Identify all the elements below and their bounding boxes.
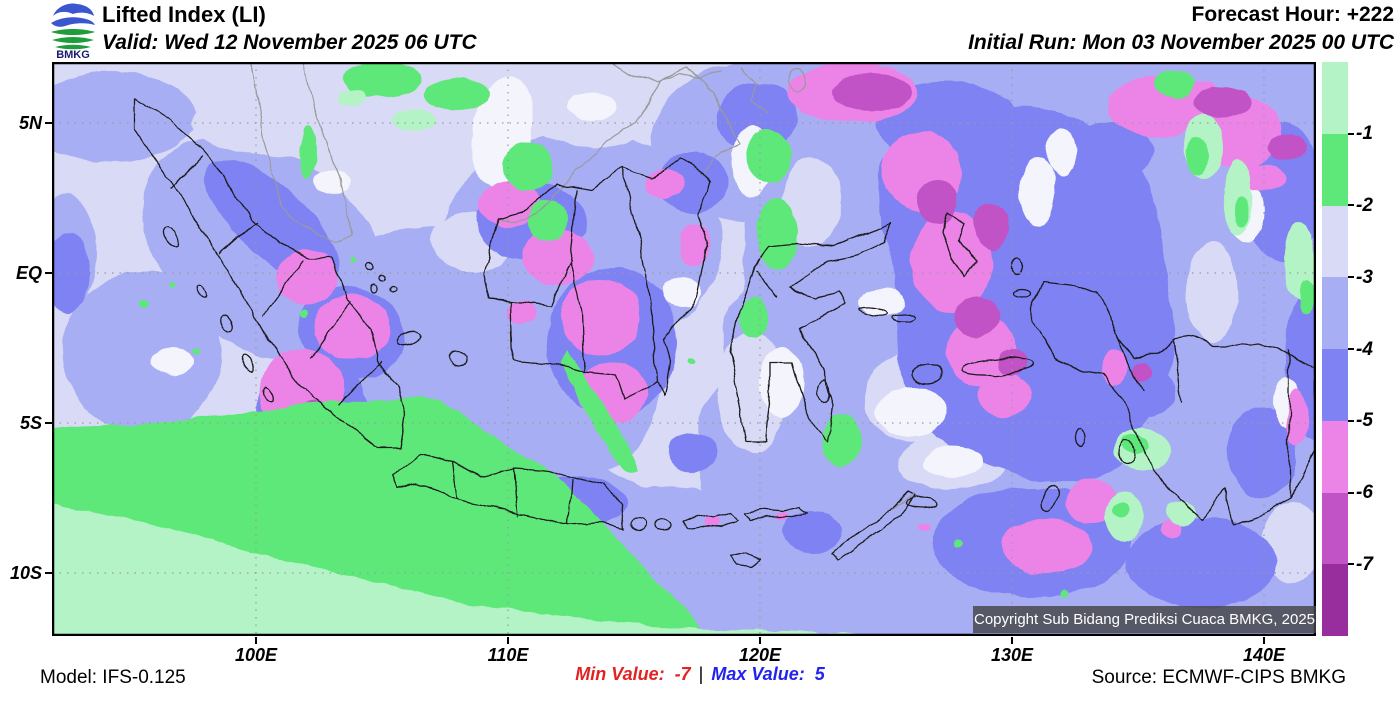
li-field-green [52,62,1315,636]
colorbar-label: -4 [1356,339,1373,360]
colorbar-tick [1348,133,1354,135]
forecast-hour: Forecast Hour: +222 [1191,3,1395,26]
colorbar-tick [1348,563,1354,565]
colorbar-segment [1322,349,1348,421]
lon-label-130e: 130E [990,645,1034,665]
minmax-line: Min Value: -7 | Max Value: 5 [0,664,1400,685]
colorbar-label: -3 [1356,267,1373,288]
lat-tick [45,572,52,574]
run-info-block: Forecast Hour: +222 Initial Run: Mon 03 … [968,0,1394,57]
colorbar-segment [1322,420,1348,493]
lat-tick [45,122,52,124]
colorbar-tick [1348,276,1354,278]
colorbar-segment [1322,133,1348,206]
min-value-label: Min Value: [575,664,665,684]
bmkg-logo-graphic: BMKG [51,3,95,61]
colorbar-label: -1 [1356,123,1373,144]
colorbar-segment [1322,205,1348,278]
lon-tick [1263,637,1265,644]
title-block: Lifted Index (LI) Valid: Wed 12 November… [102,0,477,57]
lat-label-10s: 10S [9,563,42,583]
initial-run: Initial Run: Mon 03 November 2025 00 UTC [968,31,1394,54]
colorbar-label: -7 [1356,554,1373,575]
source-info: Source: ECMWF-CIPS BMKG [1091,667,1346,688]
bmkg-logo-text: BMKG [56,49,90,59]
model-info: Model: IFS-0.125 [40,667,186,688]
li-field-positive [150,77,1301,478]
colorbar-segment [1322,277,1348,349]
colorbar-tick [1348,420,1354,422]
bmkg-logo: BMKG [46,1,100,61]
colorbar-tick [1348,204,1354,206]
lon-label-120e: 120E [738,645,782,665]
colorbar-segment [1322,564,1348,636]
max-value-label: Max Value: [711,664,805,684]
max-value: 5 [814,664,825,684]
colorbar-label: -6 [1356,482,1373,503]
min-value: -7 [674,664,691,684]
lon-tick [759,637,761,644]
map-frame [52,62,1316,636]
lon-tick [507,637,509,644]
lon-label-140e: 140E [1242,645,1286,665]
lon-tick [255,637,257,644]
valid-time: Valid: Wed 12 November 2025 06 UTC [102,31,477,54]
colorbar-label: -2 [1356,195,1373,216]
lat-label-5n: 5N [18,113,42,133]
page-title: Lifted Index (LI) [102,2,266,27]
lon-label-110e: 110E [487,645,529,665]
lat-tick [45,422,52,424]
li-forecast-map [52,62,1316,636]
minmax-separator: | [698,664,704,684]
colorbar-tick [1348,492,1354,494]
coastlines [134,62,1316,567]
graticule [52,62,1316,636]
lat-tick [45,272,52,274]
colorbar-segment [1322,492,1348,565]
colorbar-tick [1348,348,1354,350]
colorbar [1322,62,1348,636]
lon-tick [1011,637,1013,644]
colorbar-label: -5 [1356,410,1373,431]
copyright-overlay: Copyright Sub Bidang Prediksi Cuaca BMKG… [973,606,1316,633]
colorbar-segment [1322,62,1348,134]
lon-label-100e: 100E [234,645,278,665]
lat-label-5s: 5S [19,413,42,433]
lat-label-eq: EQ [15,263,42,283]
